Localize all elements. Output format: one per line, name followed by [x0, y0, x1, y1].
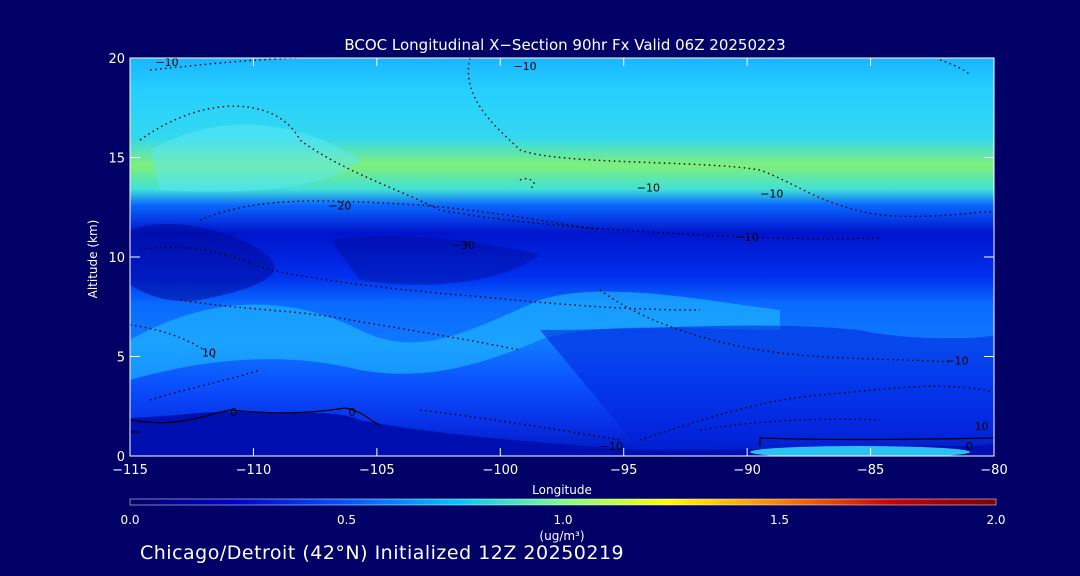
- y-axis-label: Altitude (km): [86, 220, 100, 299]
- surface-contour-lines: [130, 407, 994, 446]
- y-tick-label: 5: [117, 351, 125, 366]
- x-tick-label: −95: [610, 463, 637, 478]
- x-tick-label: −85: [857, 463, 884, 478]
- colorbar-tick-label: 1.5: [770, 513, 789, 527]
- contour-label: 10: [202, 347, 216, 360]
- y-tick-label: 20: [108, 52, 125, 67]
- surface-high-patch: [750, 446, 970, 456]
- contour-label: −10: [600, 440, 623, 453]
- colorbar-ticks: 0.0 0.5 1.0 1.5 2.0: [120, 513, 1005, 527]
- x-tick-label: −115: [112, 463, 148, 478]
- colorbar-unit-label: (ug/m³): [539, 529, 584, 543]
- dark-core-left: [130, 223, 275, 302]
- x-tick-label: −110: [236, 463, 272, 478]
- y-tick-label: 15: [108, 152, 125, 167]
- footer-caption: Chicago/Detroit (42°N) Initialized 12Z 2…: [140, 542, 625, 564]
- contour-label: −30: [452, 239, 475, 252]
- contour-label: −20: [328, 199, 351, 212]
- contour-label: 0: [349, 406, 356, 419]
- colorbar: [129, 498, 997, 506]
- y-tick-label: 0: [117, 450, 125, 465]
- contour-label: −10: [637, 181, 660, 194]
- dark-core-center: [330, 235, 540, 285]
- contour-label: −10: [736, 231, 759, 244]
- x-axis-label: Longitude: [532, 483, 592, 497]
- contour-label: 0: [230, 406, 237, 419]
- contour-label: −10: [760, 187, 783, 200]
- contour-label: 10: [975, 420, 989, 433]
- x-axis: −115 −110 −105 −100 −95 −90 −85 −80: [112, 58, 1008, 478]
- colorbar-tick-label: 1.0: [553, 513, 572, 527]
- x-tick-label: −100: [482, 463, 518, 478]
- dark-lower-right: [540, 325, 994, 450]
- x-tick-label: −90: [733, 463, 760, 478]
- upper-light-patch: [150, 124, 360, 192]
- y-axis: 0 5 10 15 20: [108, 52, 994, 465]
- contour-label: 0: [966, 440, 973, 453]
- colorbar-tick-label: 0.5: [337, 513, 356, 527]
- contour-label: −10: [155, 56, 178, 69]
- contour-label: −10: [945, 354, 968, 367]
- y-tick-label: 10: [108, 251, 125, 266]
- contour-label: −10: [513, 60, 536, 73]
- surface-dark-band: [130, 411, 994, 456]
- contour-lines: [130, 58, 994, 441]
- colorbar-tick-label: 0.0: [120, 513, 139, 527]
- chart-title: BCOC Longitudinal X−Section 90hr Fx Vali…: [344, 36, 785, 54]
- colorbar-tick-label: 2.0: [986, 513, 1005, 527]
- low-level-light-plume: [130, 291, 780, 380]
- x-tick-label: −105: [359, 463, 395, 478]
- x-tick-label: −80: [980, 463, 1007, 478]
